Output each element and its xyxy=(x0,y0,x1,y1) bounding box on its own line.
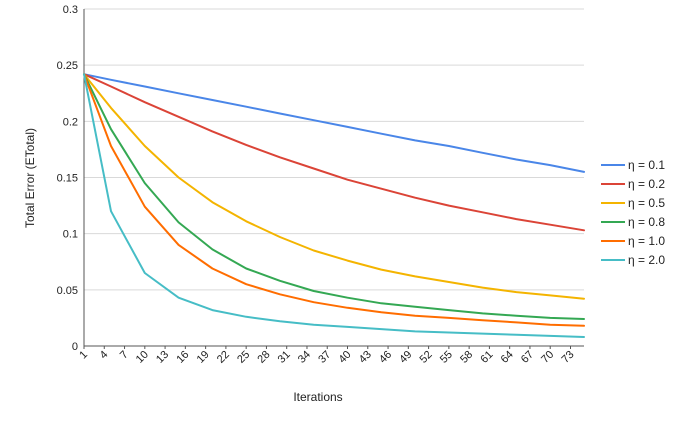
x-tick-label: 58 xyxy=(458,349,475,366)
y-tick-label: 0.15 xyxy=(57,173,78,185)
y-tick-label: 0.3 xyxy=(63,4,78,16)
y-tick-label: 0.1 xyxy=(63,229,78,241)
y-axis-ticks: 0 0.05 0.1 0.15 0.2 0.25 0.3 xyxy=(57,4,78,353)
y-axis-title: Total Error (ETotal) xyxy=(23,128,37,228)
y-tick-label: 0.05 xyxy=(57,285,78,297)
x-tick-label: 31 xyxy=(276,349,293,366)
x-tick-label: 67 xyxy=(519,349,536,366)
legend-label: η = 0.5 xyxy=(628,196,665,210)
series-lines xyxy=(83,73,585,338)
x-tick-label: 52 xyxy=(418,349,435,366)
series-line-3 xyxy=(83,73,585,300)
legend-label: η = 0.1 xyxy=(628,158,665,172)
series-line-2 xyxy=(83,73,585,232)
x-tick-label: 19 xyxy=(195,349,212,366)
x-tick-label: 64 xyxy=(499,349,516,366)
x-tick-label: 22 xyxy=(215,349,232,366)
x-tick-label: 13 xyxy=(154,349,171,366)
x-tick-label: 43 xyxy=(357,349,374,366)
x-axis-ticks: 1 4 7 10 13 16 19 22 25 28 31 34 37 40 43 46 49 52 55 58 61 6… xyxy=(77,346,577,366)
x-tick-label: 10 xyxy=(134,349,151,366)
legend-label: η = 2.0 xyxy=(628,253,665,267)
x-tick-label: 73 xyxy=(559,349,576,366)
x-tick-label: 70 xyxy=(539,349,556,366)
x-tick-label: 49 xyxy=(397,349,414,366)
y-tick-label: 0 xyxy=(72,341,78,353)
x-tick-label: 16 xyxy=(174,349,191,366)
x-tick-label: 7 xyxy=(118,349,131,362)
x-tick-label: 4 xyxy=(98,349,111,362)
x-tick-label: 28 xyxy=(255,349,272,366)
x-tick-label: 25 xyxy=(235,349,252,366)
x-tick-label: 40 xyxy=(336,349,353,366)
series-line-4 xyxy=(83,73,585,320)
x-tick-label: 61 xyxy=(478,349,495,366)
y-tick-label: 0.2 xyxy=(63,116,78,128)
legend-label: η = 1.0 xyxy=(628,234,665,248)
legend-label: η = 0.8 xyxy=(628,215,665,229)
legend: η = 0.1 η = 0.2 η = 0.5 η = 0.8 η = 1.0 η = 2… xyxy=(601,158,665,267)
series-line-1 xyxy=(83,73,585,173)
x-tick-label: 46 xyxy=(377,349,394,366)
x-tick-label: 37 xyxy=(316,349,333,366)
x-tick-label: 55 xyxy=(438,349,455,366)
y-tick-label: 0.25 xyxy=(57,60,78,72)
x-tick-label: 1 xyxy=(77,349,90,362)
x-tick-label: 34 xyxy=(296,349,313,366)
series-line-5 xyxy=(83,73,585,327)
legend-label: η = 0.2 xyxy=(628,177,665,191)
series-line-6 xyxy=(83,73,585,338)
x-axis-title: Iterations xyxy=(293,390,342,404)
